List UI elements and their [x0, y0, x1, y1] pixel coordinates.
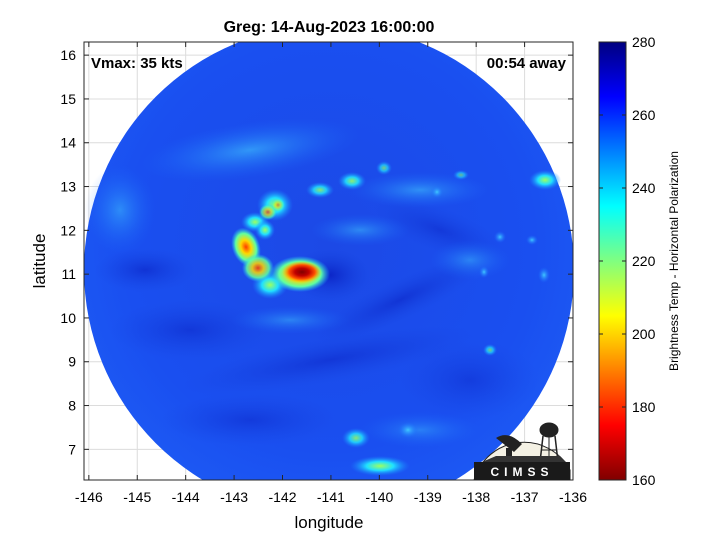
- x-tick-label: -139: [414, 489, 442, 505]
- colorbar-gradient: [598, 41, 627, 481]
- logo-text: CIMSS: [490, 465, 553, 479]
- colorbar-tick-label: 160: [632, 472, 656, 488]
- swath-texture: [85, 118, 561, 476]
- x-tick-label: -136: [559, 489, 587, 505]
- y-tick-label: 9: [68, 354, 76, 370]
- y-tick-label: 8: [68, 398, 76, 414]
- colorbar-tick-label: 260: [632, 107, 656, 123]
- x-axis-label: longitude: [294, 513, 363, 532]
- x-tick-label: -144: [172, 489, 200, 505]
- time-away-annotation: 00:54 away: [487, 55, 567, 72]
- x-tick-label: -143: [220, 489, 248, 505]
- vmax-annotation: Vmax: 35 kts: [91, 55, 183, 72]
- x-tick-label: -142: [268, 489, 296, 505]
- radar-dish-icon: [496, 435, 522, 462]
- colorbar-tick-label: 220: [632, 253, 656, 269]
- colorbar-tick-label: 200: [632, 326, 656, 342]
- cimss-logo: CIMSS: [473, 422, 571, 481]
- colorbar-tick-label: 240: [632, 180, 656, 196]
- y-tick-label: 7: [68, 441, 76, 457]
- x-tick-label: -140: [365, 489, 393, 505]
- y-tick-label: 10: [60, 310, 76, 326]
- logo-band: [474, 462, 570, 480]
- colorbar: 160 180 200 220 240 260 280 Brightness Temp - …: [598, 34, 681, 488]
- x-tick-label: -138: [462, 489, 490, 505]
- x-tick-label: -145: [123, 489, 151, 505]
- x-tick-label: -141: [317, 489, 345, 505]
- plot-frame: [83, 41, 574, 481]
- colorbar-tick-label: 280: [632, 34, 656, 50]
- axis-ticks: [84, 42, 574, 480]
- y-tick-label: 12: [60, 222, 76, 238]
- y-axis-label: latitude: [30, 234, 49, 289]
- y-tick-label: 14: [60, 135, 76, 151]
- x-tick-label: -137: [511, 489, 539, 505]
- y-tick-label: 16: [60, 47, 76, 63]
- y-tick-label: 15: [60, 91, 76, 107]
- figure-title: Greg: 14-Aug-2023 16:00:00: [224, 19, 435, 36]
- y-tick-labels: 7 8 9 10 11 12 13 14 15 16: [60, 47, 76, 457]
- colorbar-label: Brightness Temp - Horizontal Polarizatio…: [667, 151, 681, 371]
- y-tick-label: 13: [60, 179, 76, 195]
- x-tick-label: -146: [75, 489, 103, 505]
- x-tick-labels: -146 -145 -144 -143 -142 -141 -140 -139 -138 -137…: [75, 489, 587, 505]
- y-tick-label: 11: [61, 266, 76, 282]
- colorbar-tick-label: 180: [632, 399, 656, 415]
